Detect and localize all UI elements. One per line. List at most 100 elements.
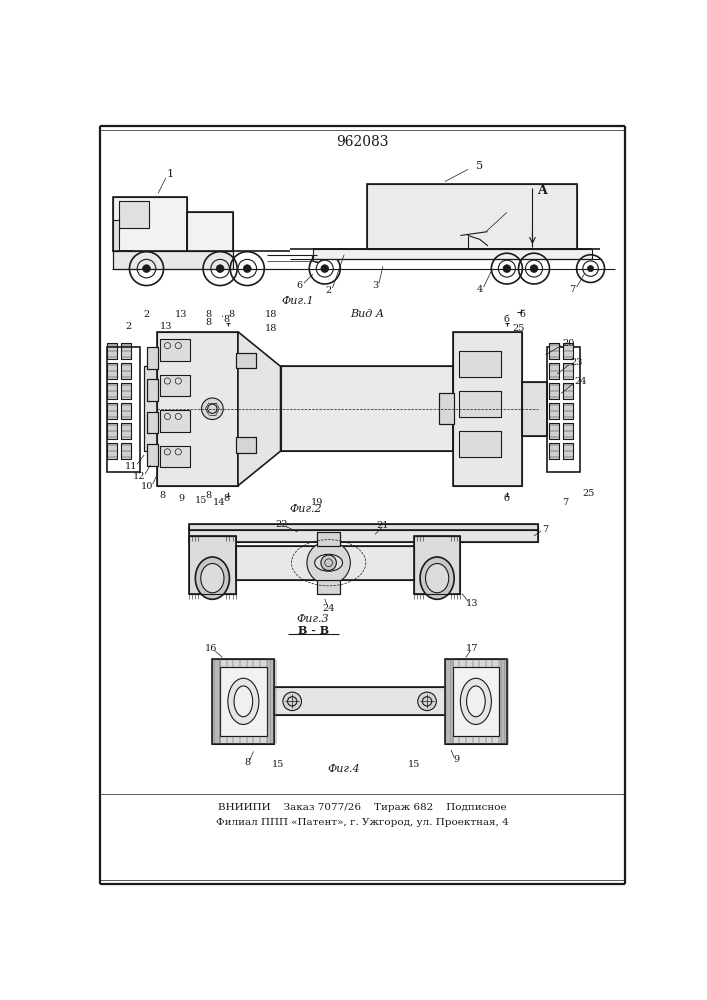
- Bar: [107, 363, 117, 379]
- Text: A: A: [537, 184, 547, 197]
- Bar: [236, 353, 256, 368]
- Bar: [236, 437, 256, 453]
- Bar: [107, 343, 117, 359]
- Text: 5: 5: [477, 161, 484, 171]
- Bar: [459, 431, 501, 457]
- Text: 2: 2: [126, 322, 132, 331]
- Bar: [563, 343, 573, 359]
- Bar: [113, 251, 233, 269]
- Text: 13: 13: [466, 599, 478, 608]
- Bar: [121, 363, 131, 379]
- Text: 8: 8: [159, 491, 165, 500]
- Ellipse shape: [201, 564, 224, 593]
- Text: 21: 21: [377, 521, 389, 530]
- Bar: [452, 332, 522, 486]
- Text: 18: 18: [264, 324, 276, 333]
- Text: 15: 15: [272, 760, 284, 769]
- Text: 15: 15: [194, 496, 207, 505]
- Bar: [189, 524, 538, 530]
- Text: 9: 9: [453, 755, 460, 764]
- Bar: [147, 412, 158, 433]
- Bar: [549, 423, 559, 439]
- Bar: [274, 687, 445, 715]
- Bar: [220, 667, 267, 736]
- Bar: [547, 347, 580, 472]
- Text: 13: 13: [175, 310, 187, 319]
- Text: 8: 8: [244, 758, 250, 767]
- Bar: [212, 659, 274, 744]
- Bar: [160, 410, 190, 432]
- Text: Вид А: Вид А: [350, 309, 385, 319]
- Text: б: б: [504, 315, 510, 324]
- Bar: [563, 343, 573, 359]
- Bar: [549, 383, 559, 399]
- Text: 3: 3: [372, 281, 378, 290]
- Bar: [107, 423, 117, 439]
- Bar: [414, 536, 460, 594]
- Text: 2: 2: [325, 286, 332, 295]
- Bar: [160, 410, 190, 432]
- Text: 10: 10: [140, 482, 153, 491]
- Bar: [107, 403, 117, 419]
- Bar: [235, 546, 414, 580]
- Text: 4: 4: [477, 285, 483, 294]
- Text: .: .: [220, 310, 223, 319]
- Bar: [107, 347, 139, 472]
- Bar: [549, 403, 559, 419]
- Bar: [107, 443, 117, 459]
- Text: 11: 11: [124, 462, 137, 471]
- Bar: [563, 443, 573, 459]
- Bar: [147, 444, 158, 466]
- Bar: [107, 343, 117, 359]
- Bar: [119, 201, 149, 228]
- Bar: [438, 393, 454, 424]
- Bar: [459, 391, 501, 417]
- Bar: [445, 659, 507, 744]
- Ellipse shape: [460, 678, 491, 724]
- Text: 962083: 962083: [336, 135, 388, 149]
- Bar: [147, 444, 158, 466]
- Circle shape: [143, 265, 151, 272]
- Text: 8: 8: [206, 491, 211, 500]
- Bar: [147, 347, 158, 369]
- Bar: [549, 383, 559, 399]
- Circle shape: [321, 555, 337, 570]
- Circle shape: [243, 265, 251, 272]
- Bar: [187, 212, 233, 251]
- Text: Фиг.4: Фиг.4: [328, 764, 361, 774]
- Bar: [563, 443, 573, 459]
- Bar: [459, 391, 501, 417]
- Bar: [160, 339, 190, 361]
- Circle shape: [503, 265, 510, 272]
- Bar: [220, 667, 267, 736]
- Text: Фиг.2: Фиг.2: [289, 504, 322, 514]
- Bar: [144, 366, 158, 451]
- Bar: [121, 443, 131, 459]
- Text: 12: 12: [132, 472, 145, 481]
- Bar: [563, 403, 573, 419]
- Bar: [113, 220, 119, 251]
- Circle shape: [418, 692, 436, 711]
- Text: Фиг.3: Фиг.3: [297, 614, 329, 624]
- Bar: [121, 423, 131, 439]
- Circle shape: [321, 265, 329, 272]
- Bar: [147, 379, 158, 401]
- Ellipse shape: [467, 686, 485, 717]
- Bar: [281, 366, 452, 451]
- Bar: [121, 343, 131, 359]
- Text: 6: 6: [296, 281, 302, 290]
- Bar: [549, 363, 559, 379]
- Bar: [438, 393, 454, 424]
- Bar: [313, 249, 592, 259]
- Bar: [147, 379, 158, 401]
- Bar: [189, 524, 538, 530]
- Circle shape: [588, 266, 594, 272]
- Bar: [563, 363, 573, 379]
- Bar: [187, 212, 233, 251]
- Text: 25: 25: [582, 489, 595, 498]
- Bar: [107, 403, 117, 419]
- Bar: [549, 343, 559, 359]
- Bar: [317, 580, 340, 594]
- Bar: [549, 423, 559, 439]
- Bar: [189, 536, 235, 594]
